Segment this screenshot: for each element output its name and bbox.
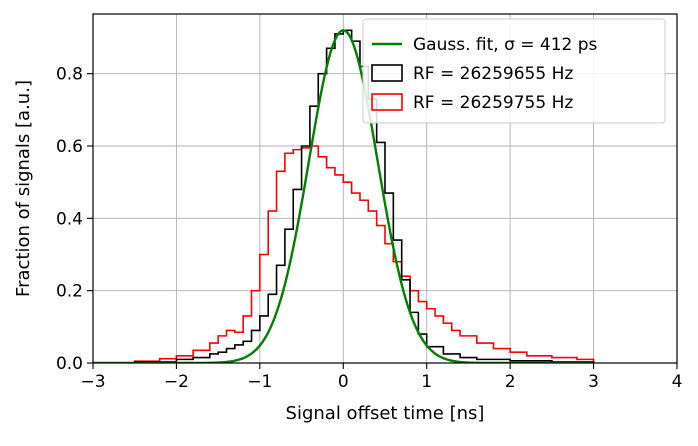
y-tick-label: 0.6 [56,137,83,157]
legend-swatch [371,93,403,111]
legend-entry-rf-26259655: RF = 26259655 Hz [371,64,573,84]
x-tick-label: −3 [80,372,105,392]
legend-entry-gauss-fit: Gauss. fit, σ = 412 ps [372,35,598,55]
x-tick-label: −1 [247,372,272,392]
rf-26259755-histogram [93,145,595,363]
x-axis-label: Signal offset time [ns] [286,403,485,424]
legend-label: RF = 26259755 Hz [413,93,573,113]
x-tick-label: 1 [421,372,432,392]
x-tick-label: 0 [338,372,349,392]
x-tick-label: −2 [164,372,189,392]
x-tick-label: 2 [505,372,516,392]
legend: Gauss. fit, σ = 412 ps RF = 26259655 Hz RF… [362,18,666,124]
legend-box [362,18,666,124]
x-tick-label: 3 [588,372,599,392]
plot-area [93,29,595,363]
legend-label: Gauss. fit, σ = 412 ps [413,35,598,55]
x-tick-label: 4 [672,372,683,392]
legend-swatch [371,64,403,82]
y-tick-label: 0.0 [56,354,83,374]
gauss-fit-line [93,29,594,363]
y-axis-label: Fraction of signals [a.u.] [13,80,34,297]
y-tick-label: 0.2 [56,282,83,302]
ticks: −3 −2 −1 0 1 2 3 4 0.0 0.2 0.4 0.6 0.8 [56,65,682,392]
legend-label: RF = 26259655 Hz [413,64,573,84]
legend-entry-rf-26259755: RF = 26259755 Hz [371,93,573,113]
axes-frame [92,13,678,364]
y-tick-label: 0.8 [56,65,83,85]
y-tick-label: 0.4 [56,209,83,229]
